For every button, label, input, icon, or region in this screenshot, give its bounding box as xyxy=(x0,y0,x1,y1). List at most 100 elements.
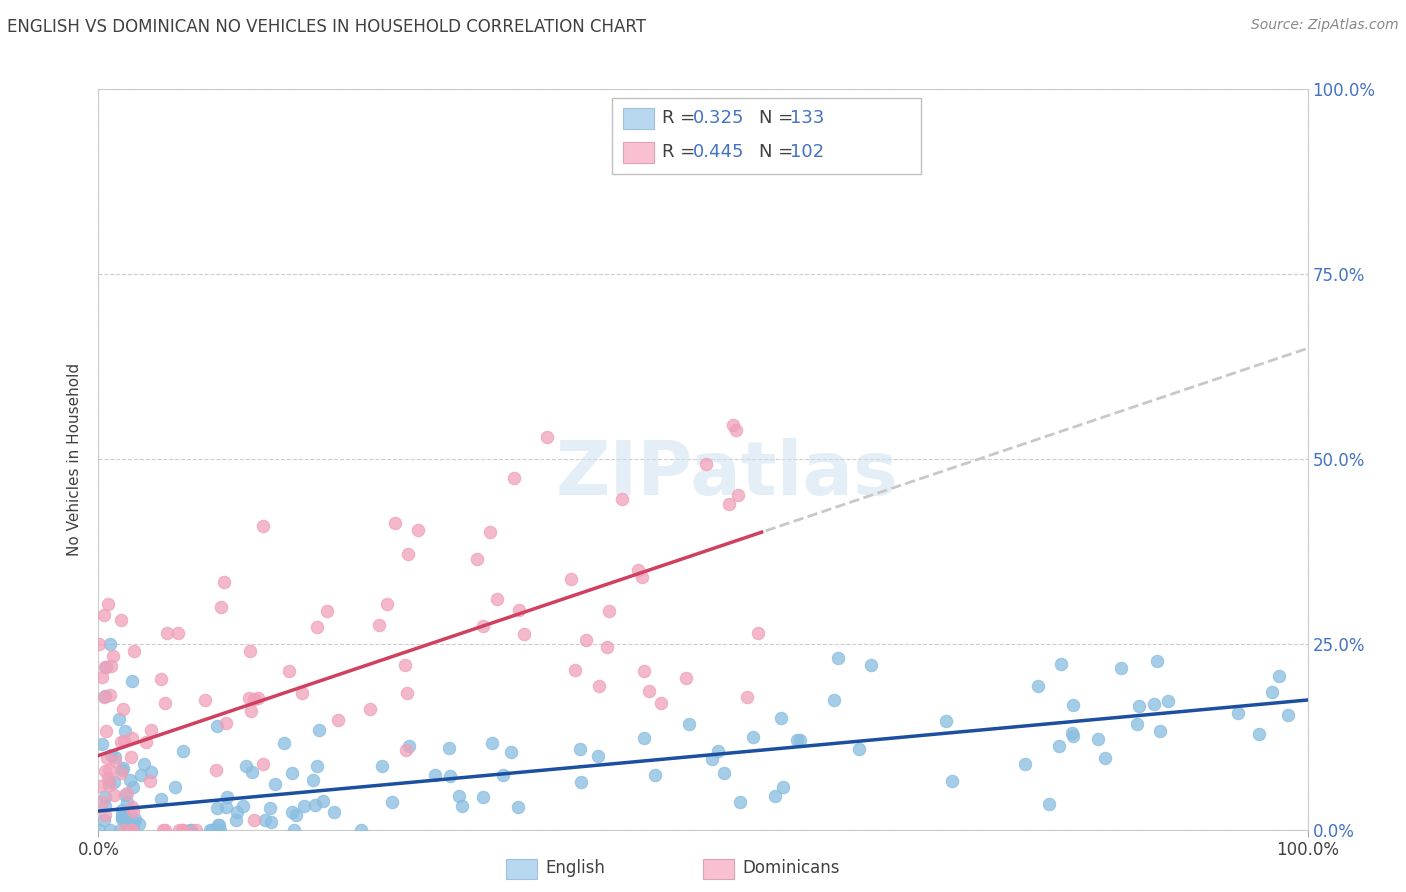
Point xyxy=(1038,797,1060,812)
Point xyxy=(111,808,134,822)
Point xyxy=(108,712,131,726)
Point xyxy=(423,768,446,782)
Point xyxy=(169,822,191,837)
Point xyxy=(260,815,283,830)
Point xyxy=(94,690,117,704)
Point xyxy=(112,702,135,716)
Text: 0.445: 0.445 xyxy=(693,143,745,161)
Point xyxy=(89,779,111,793)
Text: 0.325: 0.325 xyxy=(693,109,745,127)
Point xyxy=(633,731,655,745)
Text: 133: 133 xyxy=(790,109,824,127)
Point xyxy=(93,808,115,822)
Text: 102: 102 xyxy=(790,143,824,161)
Point xyxy=(94,659,117,673)
Point xyxy=(225,813,247,827)
Point xyxy=(564,663,586,677)
Point xyxy=(571,775,593,789)
Point xyxy=(198,822,221,837)
Point xyxy=(302,773,325,788)
Point xyxy=(252,757,274,772)
Point xyxy=(1268,669,1291,683)
Point xyxy=(152,822,174,837)
Point xyxy=(98,637,121,651)
Point xyxy=(111,804,134,818)
Point xyxy=(513,627,536,641)
Point xyxy=(247,691,270,706)
Point xyxy=(209,600,232,615)
Point xyxy=(465,552,488,566)
Point xyxy=(1062,729,1084,743)
Point xyxy=(394,742,416,756)
Point xyxy=(91,737,114,751)
Point xyxy=(121,804,143,818)
Point xyxy=(132,757,155,772)
Point xyxy=(638,684,661,698)
Point xyxy=(827,651,849,665)
Point xyxy=(98,688,121,702)
Point xyxy=(180,822,202,837)
Point xyxy=(155,822,177,837)
Point xyxy=(124,812,146,826)
Point xyxy=(179,822,201,837)
Point xyxy=(727,488,749,502)
Point xyxy=(215,716,238,731)
Point xyxy=(292,799,315,814)
Point xyxy=(103,648,125,663)
Point xyxy=(935,714,957,728)
Point xyxy=(235,758,257,772)
Point xyxy=(394,658,416,673)
Point xyxy=(291,685,314,699)
Point xyxy=(118,820,141,834)
Point xyxy=(252,518,274,533)
Point xyxy=(406,524,429,538)
Point xyxy=(128,816,150,830)
Point xyxy=(111,764,134,778)
Point xyxy=(536,430,558,444)
Point xyxy=(239,644,262,658)
Point xyxy=(139,774,162,789)
Point xyxy=(117,786,139,800)
Point xyxy=(1094,750,1116,764)
Point xyxy=(1087,731,1109,746)
Point xyxy=(263,776,285,790)
Point xyxy=(253,814,276,828)
Point xyxy=(503,471,526,485)
Point xyxy=(501,745,523,759)
Point xyxy=(226,805,249,819)
Point xyxy=(94,724,117,739)
Text: R =: R = xyxy=(662,109,702,127)
Point xyxy=(1062,698,1084,712)
Point xyxy=(1128,699,1150,714)
Point xyxy=(240,704,263,718)
Point xyxy=(100,747,122,762)
Point xyxy=(823,693,845,707)
Point xyxy=(305,759,328,773)
Point xyxy=(471,619,494,633)
Point xyxy=(194,693,217,707)
Point xyxy=(163,780,186,794)
Point xyxy=(89,637,111,651)
Point xyxy=(215,800,238,814)
Point xyxy=(283,822,305,837)
Point xyxy=(242,692,264,706)
Point xyxy=(149,791,172,805)
Point xyxy=(304,797,326,812)
Point xyxy=(492,768,515,782)
Point xyxy=(259,801,281,815)
Point xyxy=(112,733,135,747)
Point xyxy=(725,423,748,437)
Point xyxy=(172,822,194,837)
Point xyxy=(156,626,179,640)
Point xyxy=(207,817,229,831)
Point xyxy=(1143,698,1166,712)
Point xyxy=(285,807,308,822)
Point xyxy=(786,733,808,747)
Point xyxy=(98,774,121,789)
Text: N =: N = xyxy=(759,109,799,127)
Point xyxy=(281,805,304,819)
Point xyxy=(100,659,122,673)
Point xyxy=(627,563,650,577)
Point xyxy=(94,764,117,778)
Text: English: English xyxy=(546,859,606,877)
